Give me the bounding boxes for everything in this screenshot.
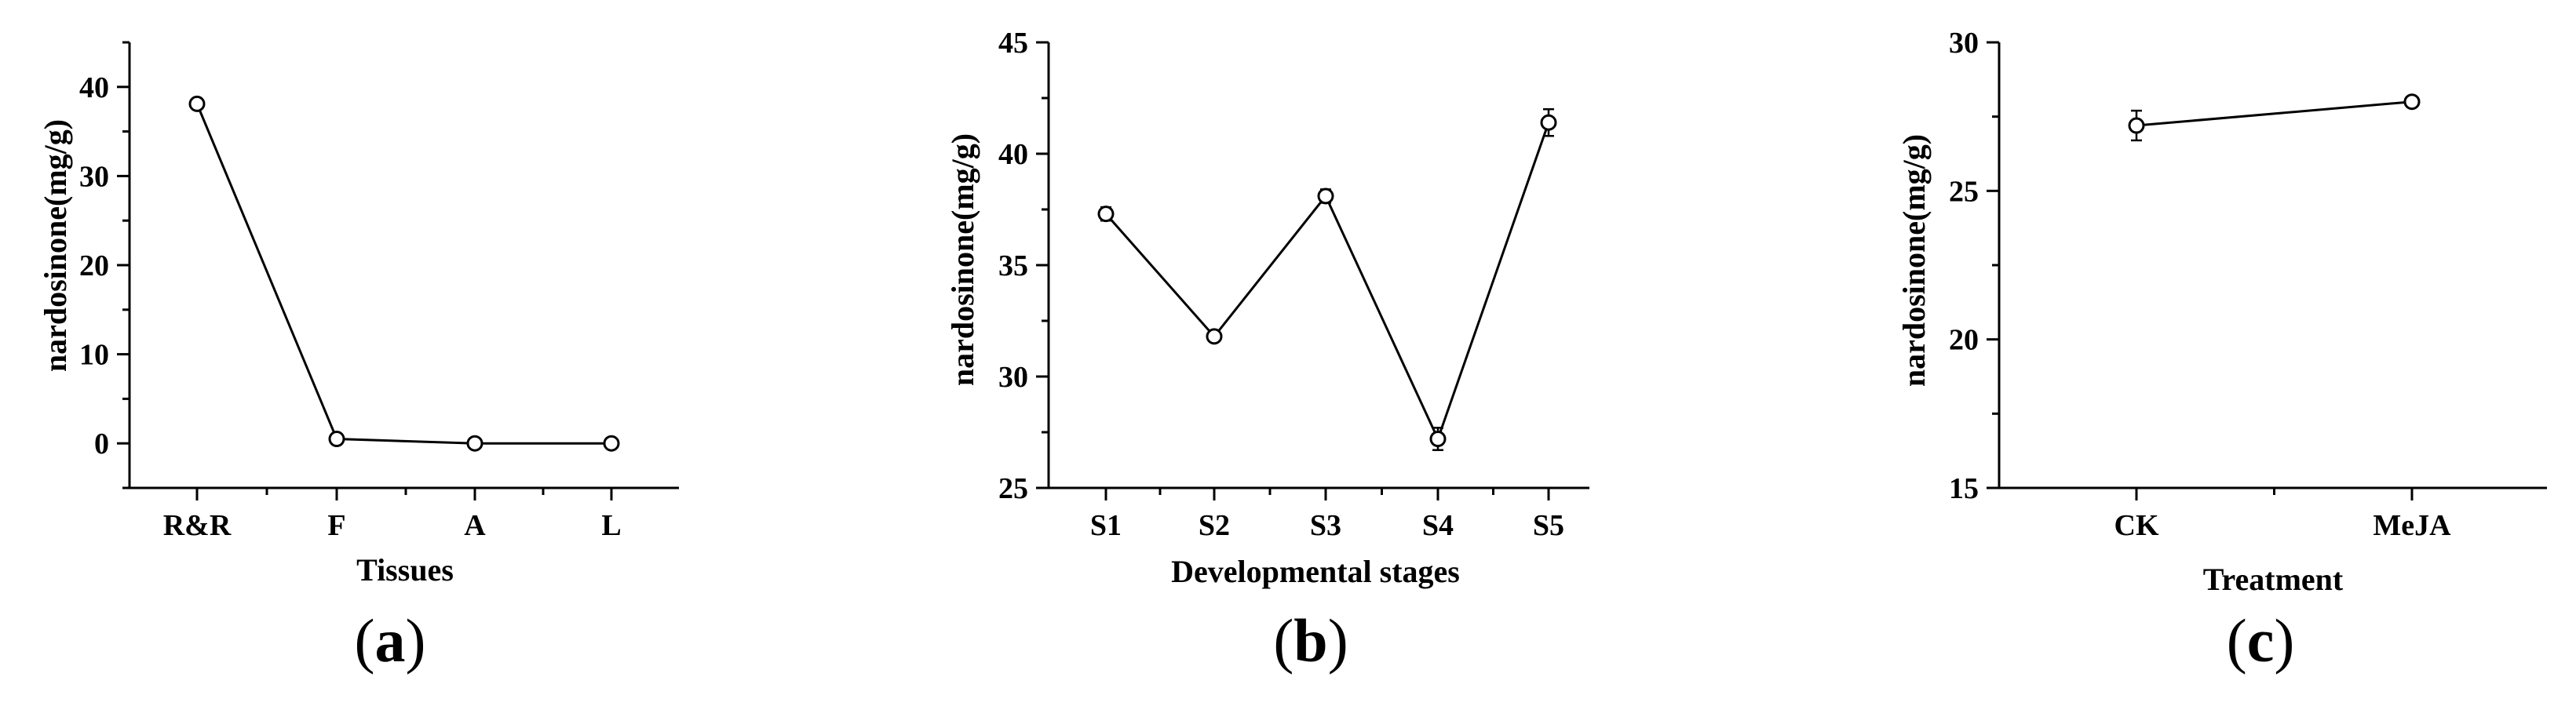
panel-label-letter: a: [375, 606, 406, 675]
x-tick-label: S3: [1310, 509, 1341, 542]
x-tick-label: S1: [1090, 509, 1122, 542]
data-point: [466, 435, 483, 452]
panel-c: 15 20 25 30 CK MeJA Treatment nardosinone(mg/…: [1896, 27, 2547, 675]
data-point: [1206, 328, 1223, 345]
data-point: [1097, 206, 1115, 223]
panel-label: (a): [355, 606, 426, 675]
data-point: [2128, 117, 2145, 134]
data-point: [1429, 431, 1447, 448]
y-tick-label: 10: [79, 339, 109, 372]
y-tick-label: 20: [79, 249, 109, 282]
x-tick-label: F: [327, 509, 345, 542]
y-tick-label: 25: [1949, 175, 1979, 208]
x-tick-label: S5: [1533, 509, 1564, 542]
data-point: [603, 435, 620, 452]
x-tick-label: S2: [1199, 509, 1230, 542]
panel-a: 0 10 20 30 40 R&R F A L Tissues nardosinone(mg/g…: [38, 41, 679, 675]
x-axis-title: Tissues: [356, 552, 454, 588]
y-tick-label: 45: [998, 27, 1028, 60]
y-tick-label: 30: [79, 160, 109, 193]
y-tick-label: 40: [79, 71, 109, 104]
x-tick-label: CK: [2114, 509, 2159, 542]
y-tick-label: 20: [1949, 324, 1979, 357]
y-axis-title: nardosinone(mg/g): [1896, 134, 1932, 387]
x-axis-title: Treatment: [2203, 562, 2344, 597]
y-tick-label: 30: [998, 361, 1028, 394]
data-point: [188, 95, 206, 112]
x-tick-label: MeJA: [2373, 509, 2451, 542]
data-point: [328, 431, 345, 448]
y-tick-label: 40: [998, 138, 1028, 171]
panel-label: (c): [2227, 606, 2295, 675]
y-tick-label: 0: [94, 428, 109, 460]
x-tick-label: S4: [1422, 509, 1454, 542]
x-tick-label: R&R: [163, 509, 232, 542]
panel-b: 25 30 35 40 45 S1 S2 S3 S4 S5 Developmental stage…: [945, 27, 1589, 675]
data-point: [2403, 93, 2421, 111]
series-line: [2136, 100, 2413, 127]
series-line: [1104, 122, 1550, 442]
y-axis-title: nardosinone(mg/g): [945, 133, 980, 386]
panel-label: (b): [1273, 606, 1348, 675]
y-axis-title: nardosinone(mg/g): [38, 119, 73, 372]
y-tick-label: 35: [998, 249, 1028, 282]
y-tick-label: 15: [1949, 472, 1979, 505]
x-tick-label: L: [601, 509, 621, 542]
panel-label-letter: b: [1293, 606, 1327, 675]
x-tick-label: A: [464, 509, 486, 542]
data-point: [1317, 187, 1334, 205]
x-axis-title: Developmental stages: [1171, 554, 1460, 589]
series-line: [195, 103, 611, 445]
data-point: [1540, 114, 1557, 131]
panel-label-letter: c: [2247, 606, 2275, 675]
y-tick-label: 30: [1949, 27, 1979, 60]
y-tick-label: 25: [998, 472, 1028, 505]
